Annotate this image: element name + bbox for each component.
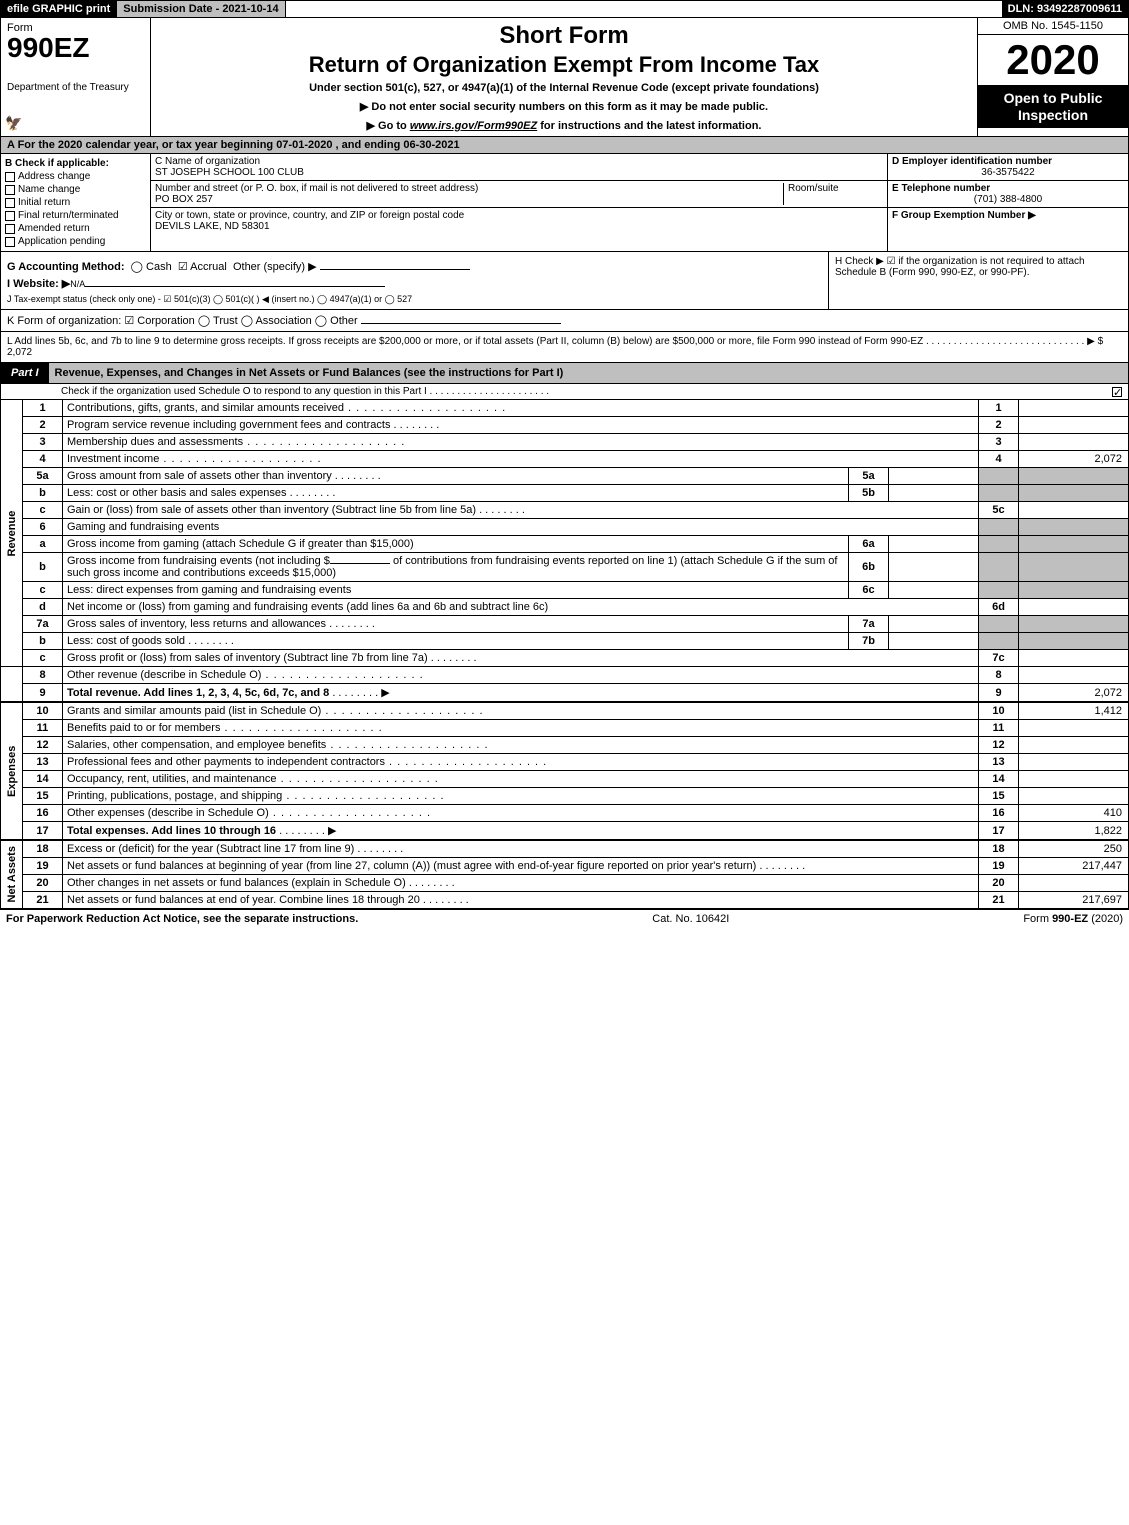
amt-10: 1,412 [1019,702,1129,720]
amt-15 [1019,788,1129,805]
col-C: C Name of organization ST JOSEPH SCHOOL … [151,154,888,251]
form-subtitle: Under section 501(c), 527, or 4947(a)(1)… [157,82,971,94]
room-suite-label: Room/suite [783,183,883,205]
dln: DLN: 93492287009611 [1002,1,1128,17]
amt-5a [889,468,979,485]
topbar: efile GRAPHIC print Submission Date - 20… [0,0,1129,18]
amt-6b [889,553,979,582]
footer-left: For Paperwork Reduction Act Notice, see … [6,913,358,925]
amt-7a [889,616,979,633]
amt-6a [889,536,979,553]
amt-5c [1019,502,1129,519]
line-K: K Form of organization: ☑ Corporation ◯ … [0,310,1129,332]
amt-7c [1019,650,1129,667]
amt-3 [1019,434,1129,451]
gross-receipts-amount: 2,072 [7,347,32,358]
amt-14 [1019,771,1129,788]
amt-7b [889,633,979,650]
irs-eagle-icon: 🦅 [5,115,22,132]
amt-13 [1019,754,1129,771]
amt-5b [889,485,979,502]
part-i-sub: Check if the organization used Schedule … [0,384,1129,400]
d-tel: E Telephone number (701) 388-4800 [888,181,1128,208]
chk-final-return[interactable]: Final return/terminated [5,210,146,221]
part-i-tab: Part I [1,363,49,383]
page-footer: For Paperwork Reduction Act Notice, see … [0,909,1129,928]
part-i-table: Revenue 1 Contributions, gifts, grants, … [0,400,1129,909]
col-D: D Employer identification number 36-3575… [888,154,1128,251]
part-i-header: Part I Revenue, Expenses, and Changes in… [0,363,1129,384]
instructions-line: ▶ Go to www.irs.gov/Form990EZ for instru… [157,119,971,132]
netassets-label: Net Assets [1,840,23,909]
col-B: B Check if applicable: Address change Na… [1,154,151,251]
open-to-public: Open to Public Inspection [978,86,1128,128]
d-group: F Group Exemption Number ▶ [888,208,1128,251]
c-street-row: Number and street (or P. O. box, if mail… [151,181,887,208]
submission-date: Submission Date - 2021-10-14 [117,1,285,17]
tax-year: 2020 [978,35,1128,86]
amt-18: 250 [1019,840,1129,858]
amt-6d [1019,599,1129,616]
line-I: I Website: ▶N/A [7,277,822,290]
line-L: L Add lines 5b, 6c, and 7b to line 9 to … [0,332,1129,363]
org-name: ST JOSEPH SCHOOL 100 CLUB [155,167,304,178]
line-H: H Check ▶ ☑ if the organization is not r… [828,252,1128,309]
ssn-warning: ▶ Do not enter social security numbers o… [157,100,971,113]
amt-20 [1019,875,1129,892]
header-left: Form 990EZ 🦅 Department of the Treasury [1,18,151,136]
amt-9: 2,072 [1019,684,1129,703]
schedule-o-checkbox[interactable] [1112,387,1122,397]
ein-value: 36-3575422 [892,167,1124,178]
amt-4: 2,072 [1019,451,1129,468]
short-form-title: Short Form [157,22,971,50]
c-name-row: C Name of organization ST JOSEPH SCHOOL … [151,154,887,181]
irs-link[interactable]: www.irs.gov/Form990EZ [410,120,537,132]
line-G: G Accounting Method: ◯ Cash ☑ Accrual Ot… [7,260,822,273]
efile-print[interactable]: efile GRAPHIC print [1,1,117,17]
chk-application-pending[interactable]: Application pending [5,236,146,247]
B-header: B Check if applicable: [5,158,146,169]
amt-12 [1019,737,1129,754]
chk-name-change[interactable]: Name change [5,184,146,195]
amt-8 [1019,667,1129,684]
amt-16: 410 [1019,805,1129,822]
line-J: J Tax-exempt status (check only one) - ☑… [7,294,822,305]
form-title: Return of Organization Exempt From Incom… [157,52,971,78]
department: Department of the Treasury [7,82,144,93]
website-value: N/A [70,279,85,289]
org-city: DEVILS LAKE, ND 58301 [155,221,464,232]
header-center: Short Form Return of Organization Exempt… [151,18,978,136]
revenue-label: Revenue [1,400,23,667]
part-i-title: Revenue, Expenses, and Changes in Net As… [49,363,1128,383]
gh-left: G Accounting Method: ◯ Cash ☑ Accrual Ot… [1,252,828,309]
header-right: OMB No. 1545-1150 2020 Open to Public In… [978,18,1128,136]
chk-amended-return[interactable]: Amended return [5,223,146,234]
form-number: 990EZ [7,34,144,62]
footer-right: Form 990-EZ (2020) [1023,913,1123,925]
d-ein: D Employer identification number 36-3575… [888,154,1128,181]
form-header: Form 990EZ 🦅 Department of the Treasury … [0,18,1129,137]
block-bcd: B Check if applicable: Address change Na… [0,154,1129,252]
amt-6c [889,582,979,599]
chk-initial-return[interactable]: Initial return [5,197,146,208]
tel-value: (701) 388-4800 [892,194,1124,205]
org-street: PO BOX 257 [155,194,478,205]
expenses-label: Expenses [1,702,23,840]
omb-number: OMB No. 1545-1150 [978,18,1128,35]
amt-21: 217,697 [1019,892,1129,909]
c-city-row: City or town, state or province, country… [151,208,887,234]
chk-address-change[interactable]: Address change [5,171,146,182]
amt-17: 1,822 [1019,822,1129,841]
line-A: A For the 2020 calendar year, or tax yea… [0,137,1129,154]
amt-19: 217,447 [1019,858,1129,875]
footer-cat: Cat. No. 10642I [652,913,729,925]
amt-2 [1019,417,1129,434]
amt-1 [1019,400,1129,417]
block-gh: G Accounting Method: ◯ Cash ☑ Accrual Ot… [0,252,1129,310]
amt-11 [1019,720,1129,737]
